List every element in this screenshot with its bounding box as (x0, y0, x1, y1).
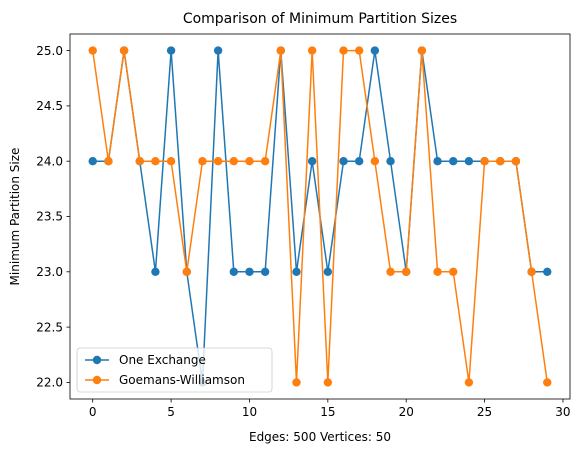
data-point-one-exchange (433, 156, 442, 166)
data-point-one-exchange (354, 156, 364, 166)
data-point-one-exchange (260, 267, 270, 277)
data-point-goemans-williamson (480, 156, 489, 166)
plot-area (69, 33, 571, 400)
legend-label: One Exchange (119, 353, 206, 367)
data-point-goemans-williamson (354, 46, 364, 55)
data-point-one-exchange (323, 267, 333, 277)
data-point-goemans-williamson (386, 267, 395, 277)
data-point-goemans-williamson (417, 46, 427, 55)
data-point-one-exchange (339, 156, 348, 166)
y-tick-label: 22.0 (36, 376, 63, 390)
data-point-goemans-williamson (370, 156, 380, 166)
x-tick-label: 30 (555, 405, 570, 419)
legend-label: Goemans-Williamson (119, 373, 245, 387)
y-tick-label: 24.5 (36, 99, 63, 113)
data-point-goemans-williamson (307, 46, 317, 55)
data-point-goemans-williamson (198, 156, 207, 166)
data-point-one-exchange (245, 267, 254, 277)
data-point-one-exchange (464, 156, 474, 166)
x-tick-label: 5 (167, 405, 175, 419)
legend: One Exchange Goemans-Williamson (76, 347, 273, 393)
x-tick-label: 0 (89, 405, 97, 419)
data-point-goemans-williamson (433, 267, 442, 277)
data-point-one-exchange (386, 156, 395, 166)
data-point-goemans-williamson (88, 46, 97, 55)
y-tick-label: 23.0 (36, 265, 63, 279)
data-point-goemans-williamson (135, 156, 144, 166)
data-point-one-exchange (213, 46, 223, 55)
series-layer (88, 46, 552, 387)
data-point-one-exchange (543, 267, 552, 277)
data-point-one-exchange (449, 156, 458, 166)
data-point-one-exchange (229, 267, 238, 277)
legend-box (76, 347, 273, 393)
data-point-goemans-williamson (543, 378, 552, 387)
data-point-one-exchange (370, 46, 380, 55)
data-point-goemans-williamson (511, 156, 521, 166)
data-point-goemans-williamson (245, 156, 254, 166)
legend-marker (92, 355, 102, 365)
data-point-one-exchange (166, 46, 176, 55)
y-axis-label: Minimum Partition Size (8, 148, 22, 286)
data-point-goemans-williamson (496, 156, 505, 166)
x-tick-label: 10 (242, 405, 257, 419)
data-point-one-exchange (151, 267, 160, 277)
y-tick-label: 22.5 (36, 320, 63, 334)
data-point-one-exchange (307, 156, 317, 166)
x-axis-label: Edges: 500 Vertices: 50 (249, 430, 391, 444)
x-tick-label: 25 (477, 405, 492, 419)
data-point-goemans-williamson (166, 156, 176, 166)
y-tick-label: 24.0 (36, 154, 63, 168)
data-point-goemans-williamson (323, 378, 333, 387)
series-line-goemans-williamson (91, 49, 549, 384)
data-point-goemans-williamson (229, 156, 238, 166)
data-point-goemans-williamson (260, 156, 270, 166)
data-point-goemans-williamson (104, 156, 113, 166)
x-tick-label: 15 (320, 405, 335, 419)
y-tick-label: 23.5 (36, 210, 63, 224)
data-point-goemans-williamson (449, 267, 458, 277)
data-point-goemans-williamson (276, 46, 286, 55)
data-point-goemans-williamson (339, 46, 348, 55)
y-tick-label: 25.0 (36, 44, 63, 58)
data-point-one-exchange (292, 267, 301, 277)
data-point-goemans-williamson (527, 267, 536, 277)
data-point-goemans-williamson (464, 378, 474, 387)
y-axis: 22.0 22.5 23.0 23.5 24.0 24.5 25.0 (36, 44, 70, 390)
data-point-goemans-williamson (182, 267, 191, 277)
chart-title: Comparison of Minimum Partition Sizes (183, 11, 457, 27)
data-point-goemans-williamson (292, 378, 301, 387)
data-point-one-exchange (88, 156, 97, 166)
data-point-goemans-williamson (119, 46, 129, 55)
x-axis: 0 5 10 15 20 25 30 (89, 399, 571, 419)
x-tick-label: 20 (399, 405, 414, 419)
data-point-goemans-williamson (402, 267, 411, 277)
data-point-goemans-williamson (213, 156, 223, 166)
data-point-goemans-williamson (151, 156, 160, 166)
legend-marker (92, 375, 102, 385)
